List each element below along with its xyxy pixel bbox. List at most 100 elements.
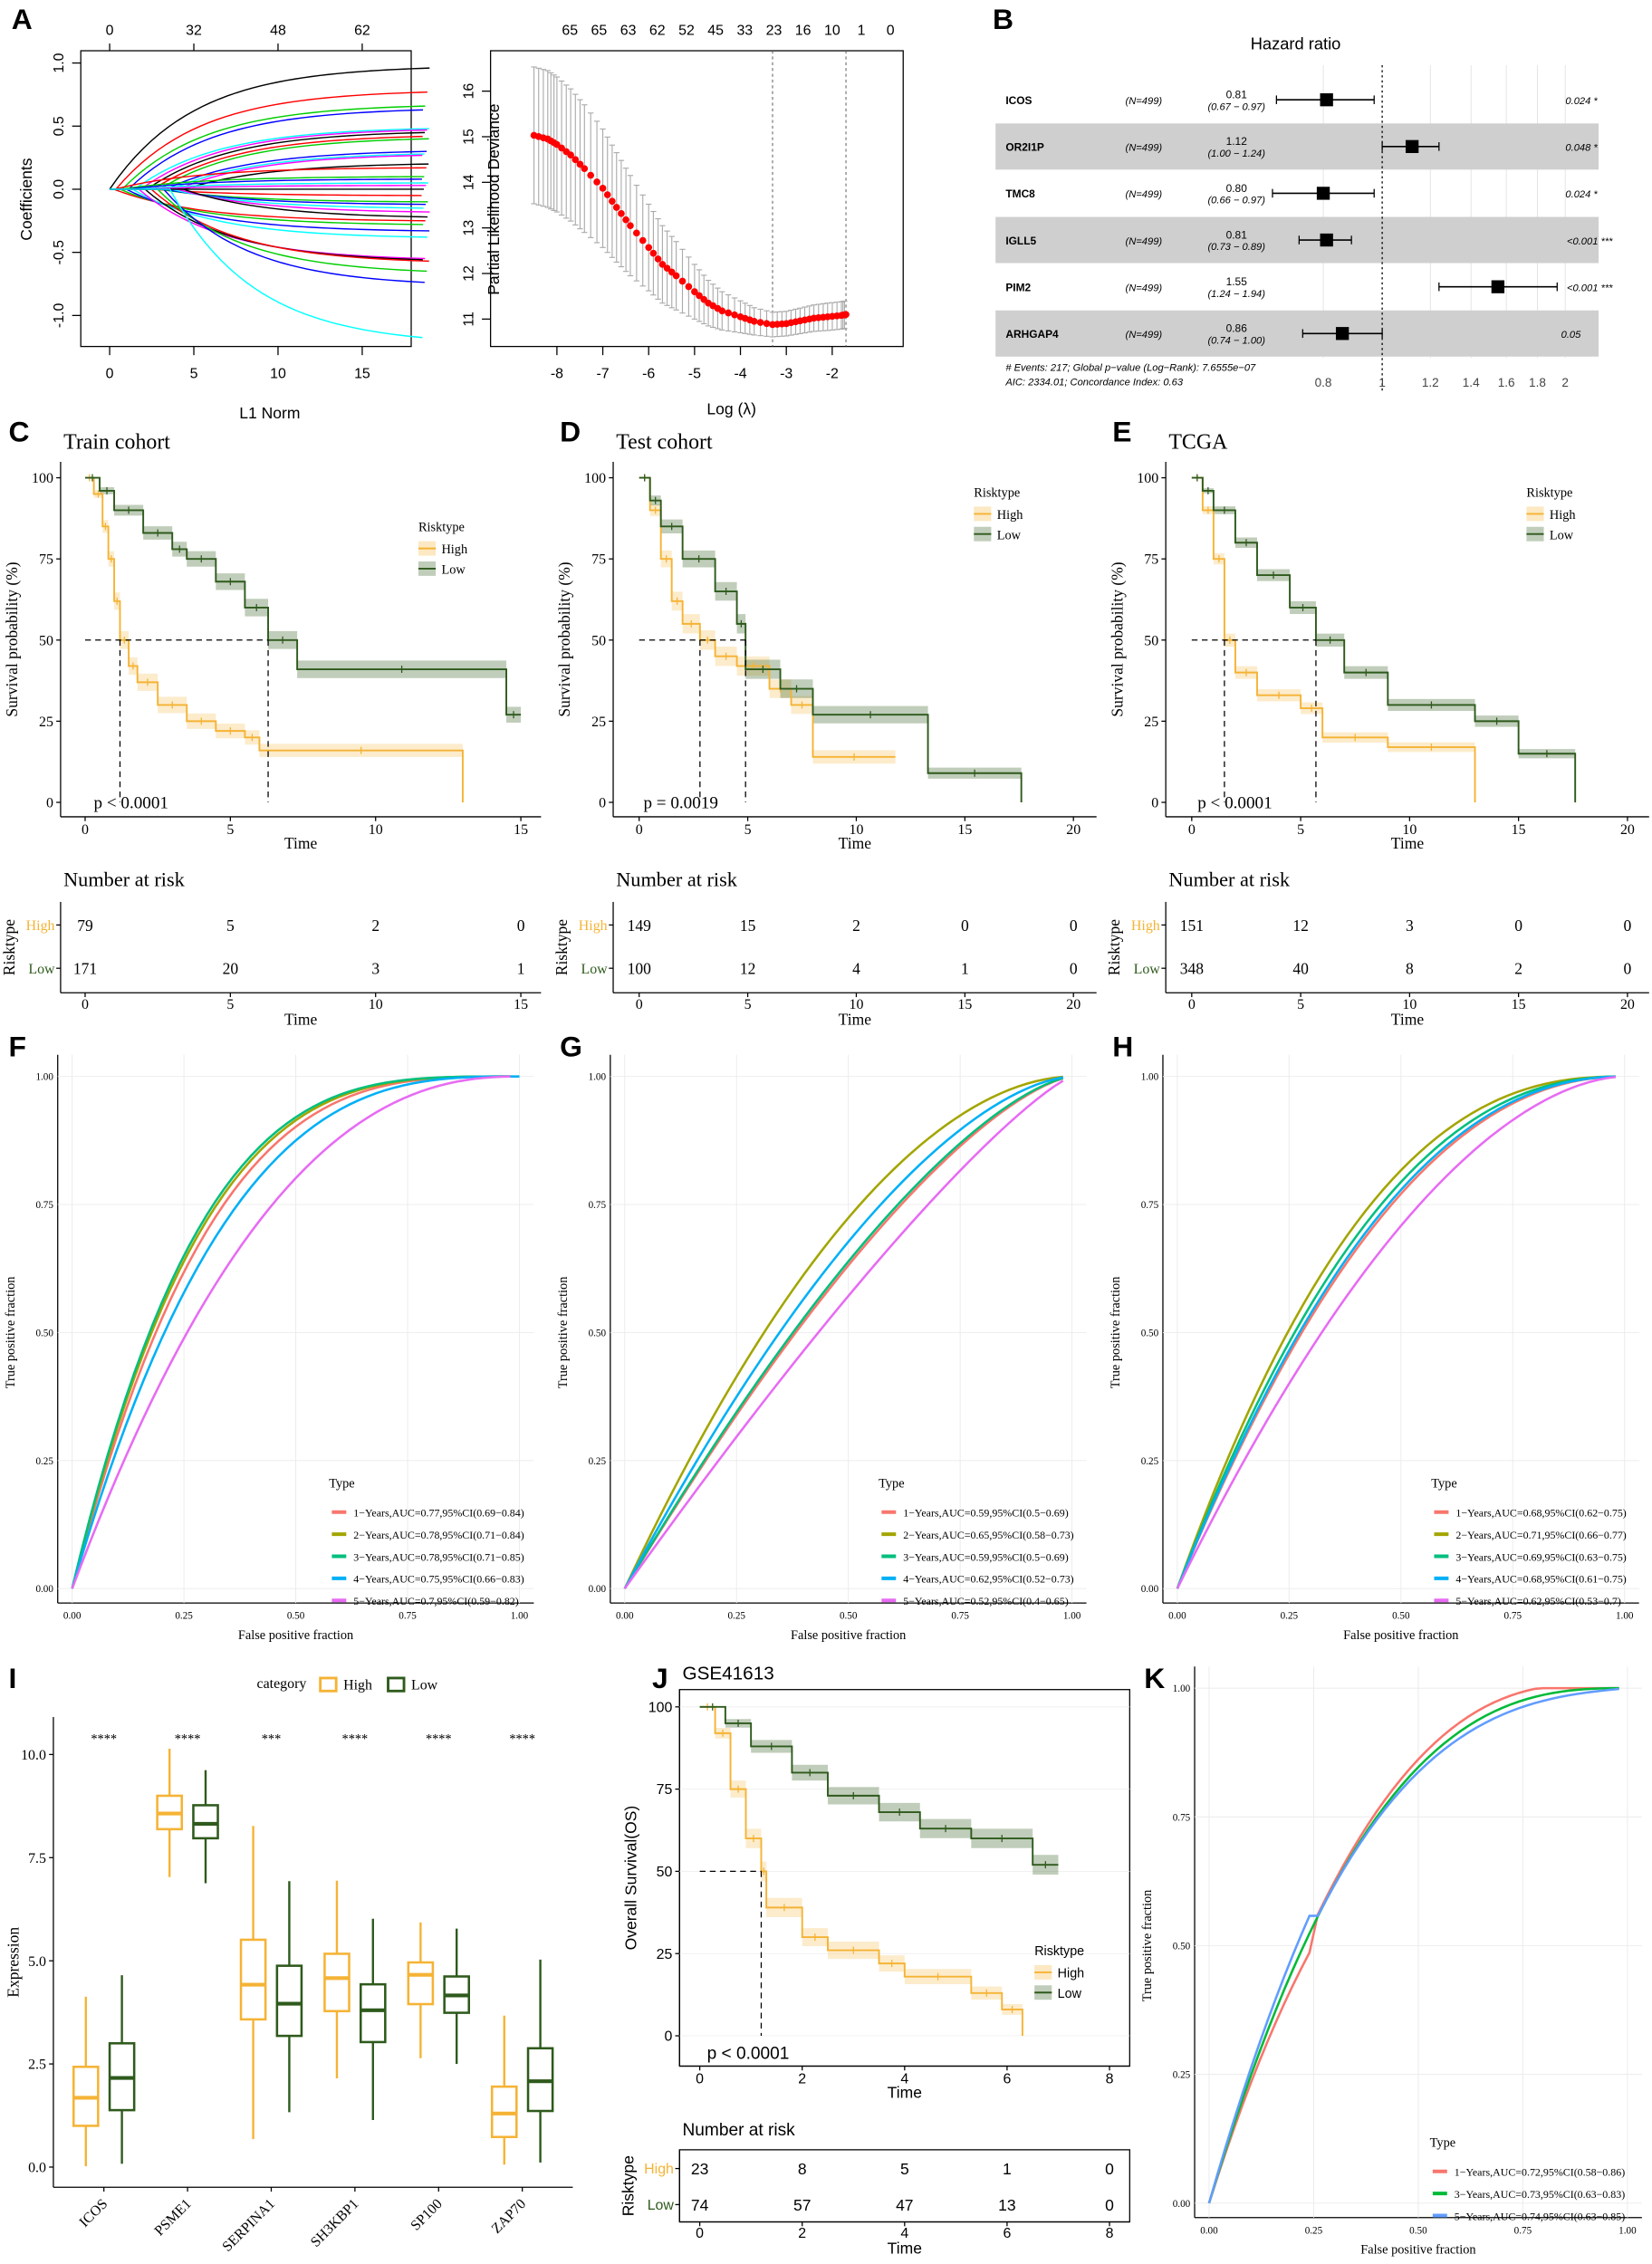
y-axis-title: Survival probability (%) <box>3 561 21 716</box>
deviance-point <box>654 255 662 263</box>
plot-frame <box>80 50 412 348</box>
survival-curve-low <box>639 476 1023 802</box>
y-axis-title: Overall Survival(OS) <box>622 1806 640 1951</box>
y-tick-label: 0.25 <box>35 1456 53 1467</box>
roc-plot-G: 0.00 0.00 0.25 0.25 0.50 0.50 0.75 0.75 1.00 1.00… <box>556 1054 1087 1643</box>
x-axis-title: Time <box>1391 834 1425 852</box>
legend-label: Low <box>997 528 1022 542</box>
x-axis-title: L1 Norm <box>239 404 300 422</box>
y-tick-label: 0.5 <box>52 116 67 136</box>
risk-row-label: High <box>644 2162 674 2177</box>
x-tick-label: 2 <box>798 2072 806 2087</box>
roc-curve <box>1207 1686 1619 2204</box>
sample-size: (N=499) <box>1126 96 1163 107</box>
risk-count: 151 <box>1180 916 1204 935</box>
confidence-interval: (1.24 − 1.94) <box>1207 289 1265 300</box>
legend-label: 3−Years,AUC=0.78,95%CI(0.71−0.85) <box>353 1550 523 1563</box>
x-tick-label: 6 <box>1003 2226 1011 2241</box>
deviance-point <box>696 292 703 300</box>
row-band <box>995 216 1599 264</box>
top-tick-label: 65 <box>562 24 578 39</box>
y-tick-label: 0.25 <box>589 1456 607 1467</box>
y-tick-label: 0.00 <box>589 1584 607 1595</box>
legend-label: Low <box>1058 1987 1082 2001</box>
x-tick-label: 1.00 <box>1616 1611 1634 1622</box>
y-axis-title: True positive fraction <box>1109 1277 1123 1389</box>
x-tick-label: 2 <box>798 2226 806 2241</box>
x-tick-label: 0.00 <box>1200 2225 1218 2236</box>
risk-count: 12 <box>740 960 756 978</box>
x-tick-label: 20 <box>1620 822 1635 838</box>
legend-label: 5−Years,AUC=0.62,95%CI(0.53−0.7) <box>1455 1595 1620 1607</box>
y-tick-label: -0.5 <box>52 240 67 265</box>
p-value: 0.024 * <box>1565 96 1598 107</box>
risk-count: 3 <box>1406 916 1414 935</box>
x-tick-label: 0 <box>636 997 643 1012</box>
risk-table-title: Number at risk <box>616 868 738 890</box>
risk-count: 23 <box>691 2160 708 2178</box>
panel-label: G <box>560 1030 582 1062</box>
x-tick-label: 5 <box>226 997 234 1012</box>
coefficient-path <box>110 153 425 190</box>
legend-label: High <box>441 542 467 557</box>
hr-marker <box>1335 327 1349 341</box>
p-value: 0.024 * <box>1565 189 1598 200</box>
legend-label: 4−Years,AUC=0.68,95%CI(0.61−0.75) <box>1455 1573 1626 1586</box>
legend-title: Risktype <box>1034 1944 1084 1959</box>
risk-count: 149 <box>628 916 652 935</box>
x-tick-label: 10 <box>849 997 863 1012</box>
deviance-point <box>622 216 629 224</box>
x-axis-title: False positive fraction <box>791 1628 906 1643</box>
box-high <box>323 1952 351 2013</box>
legend-label: 3−Years,AUC=0.59,95%CI(0.5−0.69) <box>903 1550 1068 1563</box>
y-tick-label: 16 <box>462 83 477 100</box>
legend-label: 1−Years,AUC=0.68,95%CI(0.62−0.75) <box>1455 1507 1626 1520</box>
top-tick-label: 62 <box>354 24 370 39</box>
gene-name: IGLL5 <box>1005 235 1036 247</box>
deviance-point <box>639 236 647 245</box>
deviance-point <box>763 320 771 328</box>
deviance-point <box>645 244 653 252</box>
risk-count: 8 <box>1406 960 1414 978</box>
risk-y-label: Risktype <box>0 919 18 976</box>
panel-label: I <box>9 1662 17 1694</box>
risk-count: 15 <box>740 916 756 935</box>
risk-count: 5 <box>226 916 235 935</box>
top-tick-label: 0 <box>106 24 114 39</box>
x-tick-label: 1.4 <box>1463 376 1480 389</box>
panel-label: A <box>12 3 33 35</box>
legend-label: Low <box>1550 528 1574 542</box>
deviance-point <box>609 197 616 206</box>
top-tick-label: 45 <box>707 24 724 39</box>
y-tick-label: 0.75 <box>1141 1200 1159 1211</box>
significance-label: **** <box>342 1732 369 1747</box>
y-tick-label: 7.5 <box>28 1851 46 1866</box>
plot-frame <box>678 1689 1130 2067</box>
deviance-point <box>587 171 595 179</box>
category-label: SP100 <box>408 2196 445 2233</box>
x-tick-label: 6 <box>1003 2072 1011 2087</box>
survival-curve-low <box>699 1705 1059 1866</box>
legend-label: 2−Years,AUC=0.78,95%CI(0.71−0.84) <box>353 1529 523 1541</box>
x-tick-label: 0 <box>1188 822 1196 838</box>
top-tick-label: 33 <box>736 24 753 39</box>
deviance-point <box>571 156 580 164</box>
lasso-cv-plot: -8 -7 -6 -5 -4 -3 -265 65 63 62 52 45 33 23 16 10 1 01112… <box>462 24 904 417</box>
significance-label: **** <box>509 1732 535 1747</box>
y-tick-label: 13 <box>462 220 477 236</box>
x-tick-label: -5 <box>688 367 701 382</box>
y-tick-label: 0.50 <box>1141 1328 1159 1338</box>
y-tick-label: 0 <box>1151 796 1158 811</box>
y-tick-label: 75 <box>591 552 606 568</box>
p-value: p = 0.0019 <box>643 793 717 812</box>
coefficient-path <box>110 105 426 190</box>
coefficient-path <box>110 185 427 190</box>
top-tick-label: 52 <box>678 24 695 39</box>
deviance-point <box>567 151 574 158</box>
cohort-title: Test cohort <box>616 431 713 455</box>
y-tick-label: -1.0 <box>52 302 67 328</box>
significance-label: **** <box>91 1732 117 1747</box>
x-tick-label: 0.00 <box>1168 1611 1186 1622</box>
x-tick-label: 5 <box>1297 822 1304 838</box>
x-tick-label: 0.50 <box>1409 2225 1427 2236</box>
